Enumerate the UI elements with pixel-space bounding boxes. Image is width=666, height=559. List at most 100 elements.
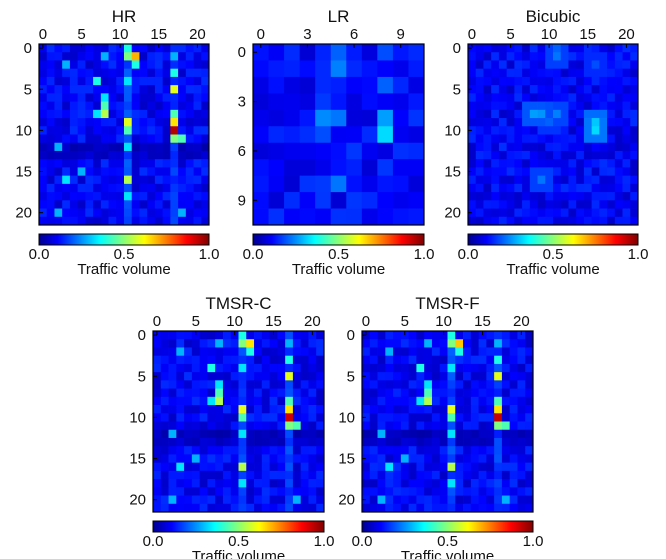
heatmap-cell [478,503,487,513]
heatmap-cell [162,192,171,201]
heatmap-cell [494,487,503,496]
heatmap-cell [116,142,125,152]
heatmap-cell [162,85,171,94]
heatmap-cell [560,200,569,209]
heatmap-cell [362,446,371,455]
heatmap-cell [439,454,448,464]
heatmap-cell [424,388,433,398]
heatmap-cell [39,159,48,168]
heatmap-cell [170,134,179,144]
heatmap-cell [185,216,194,226]
heatmap-cell [330,142,347,160]
heatmap-cell [269,429,278,439]
heatmap-cell [93,101,102,111]
heatmap-cell [560,101,569,111]
heatmap-cell [369,462,378,472]
heatmap-cell [170,142,179,152]
heatmap-cell [176,421,185,431]
x-tick-label: 5 [77,26,85,43]
heatmap-cell [54,68,63,78]
heatmap-cell [486,454,495,464]
heatmap-cell [54,126,63,135]
heatmap-cell [77,134,86,144]
heatmap-cell [284,208,301,226]
heatmap-cell [170,175,179,185]
heatmap-cell [583,101,593,111]
heatmap-cell [77,216,86,226]
heatmap-cell [439,388,448,398]
heatmap-cell [62,175,71,185]
heatmap-cell [630,208,639,218]
heatmap-cell [261,421,270,431]
heatmap-cell [176,446,185,455]
heatmap-cell [622,175,631,185]
heatmap-cell [630,142,639,152]
heatmap-cell [215,437,224,447]
heatmap-cell [300,405,309,414]
heatmap-cell [116,150,125,160]
heatmap-cell [408,462,417,472]
heatmap-cell [176,454,185,464]
heatmap-cell [486,396,495,406]
heatmap-cell [308,413,317,422]
heatmap-cell [254,479,263,488]
heatmap-cell [494,479,503,488]
heatmap-cell [377,93,394,111]
heatmap-cell [529,118,538,127]
heatmap-cell [486,380,495,389]
heatmap-cell [207,437,216,447]
heatmap-cell [545,167,554,177]
heatmap-cell [46,101,55,111]
heatmap-cell [416,388,425,398]
colorbar-tick-label: 0.0 [29,246,50,263]
heatmap-cell [491,101,500,111]
heatmap-cell [483,126,492,135]
heatmap-cell [424,331,433,340]
heatmap-cell [316,429,325,439]
heatmap-cell [400,446,410,455]
heatmap-cell [69,216,79,226]
heatmap-cell [184,421,193,431]
heatmap-cell [201,76,210,86]
heatmap-cell [139,44,148,53]
heatmap-cell [246,363,255,373]
heatmap-cell [455,363,464,373]
heatmap-cell [346,208,363,226]
heatmap-cell [193,208,202,218]
heatmap-cell [193,175,202,185]
heatmap-cell [498,52,508,61]
heatmap-cell [116,101,125,111]
heatmap-cell [416,347,425,357]
heatmap-cell [478,429,487,439]
heatmap-cell [184,405,193,414]
heatmap-cell [46,150,55,160]
heatmap-cell [147,60,156,70]
heatmap-cell [514,76,523,86]
heatmap-cell [246,331,255,340]
heatmap-cell [116,52,125,61]
heatmap-cell [568,192,577,201]
heatmap-cell [514,208,523,218]
heatmap-cell [517,429,526,439]
heatmap-cell [62,52,71,61]
heatmap-cell [599,101,608,111]
heatmap-cell [184,363,193,373]
heatmap-cell [537,44,546,53]
heatmap-cell [77,109,86,119]
heatmap-cell [517,454,526,464]
heatmap-cell [168,347,177,357]
heatmap-cell [292,454,302,464]
heatmap-cell [498,44,508,53]
heatmap-cell [568,150,577,160]
heatmap-cell [362,331,371,340]
heatmap-cell [529,126,538,135]
heatmap-cell [377,470,386,480]
heatmap-cell [170,93,179,102]
heatmap-cell [385,454,394,464]
heatmap-cell [160,396,169,406]
heatmap-cell [170,126,179,135]
heatmap-cell [468,167,477,177]
heatmap-cell [514,126,523,135]
heatmap-cell [576,134,585,144]
